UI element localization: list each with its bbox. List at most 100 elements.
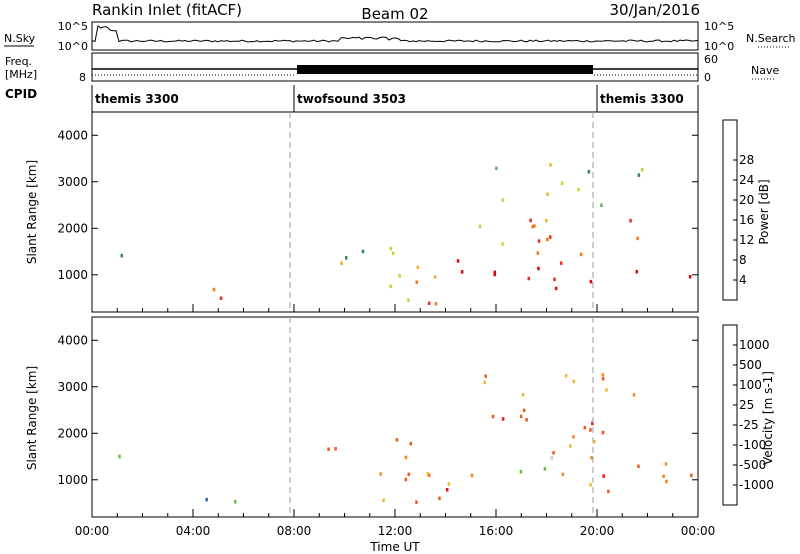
freq-label-line1: Freq. xyxy=(5,55,32,68)
power-colorbar: 4 8 12 16 20 24 28 xyxy=(722,119,754,301)
nsky-label: N.Sky xyxy=(4,32,36,45)
data-cell xyxy=(545,218,548,223)
nave-label: Nave xyxy=(751,64,779,77)
data-cell xyxy=(446,488,449,492)
data-cell xyxy=(493,272,496,277)
data-cell xyxy=(554,286,558,291)
data-cell xyxy=(427,473,431,477)
data-cell xyxy=(550,456,553,460)
data-cell xyxy=(409,441,412,446)
data-cell xyxy=(593,440,596,444)
colorbar-tick-label: -1000 xyxy=(739,478,774,492)
data-cell xyxy=(690,473,693,478)
data-cell xyxy=(600,203,603,207)
station-title: Rankin Inlet (fitACF) xyxy=(92,1,242,19)
colorbar-tick-label: 500 xyxy=(739,358,762,372)
y-tick-label: 3000 xyxy=(57,380,88,394)
data-cell xyxy=(327,447,330,451)
data-cell xyxy=(415,280,418,284)
nsky-tick-top: 10^5 xyxy=(58,20,88,33)
data-cell xyxy=(379,472,382,476)
data-cell xyxy=(572,379,576,384)
data-cell xyxy=(501,417,505,421)
x-tick-label: 12:00 xyxy=(378,524,413,538)
data-cell xyxy=(640,168,644,172)
data-cell xyxy=(629,219,632,223)
data-cell xyxy=(491,414,495,419)
data-cell xyxy=(529,218,532,223)
data-cell xyxy=(447,482,451,486)
data-cell xyxy=(416,265,420,270)
power-panel: 1000 2000 3000 4000 Slant Range [km] 4 8 12 16… xyxy=(25,111,771,313)
data-cell xyxy=(546,192,549,196)
colorbar-frame xyxy=(722,324,738,506)
y-tick-label: 3000 xyxy=(57,175,88,189)
data-cell xyxy=(531,224,534,229)
colorbar-tick-label: -500 xyxy=(739,458,766,472)
freq-label-line2: [MHz] xyxy=(5,68,37,81)
data-cell xyxy=(537,266,540,271)
data-cell xyxy=(334,447,337,451)
colorbar-tick-label: 28 xyxy=(739,153,754,167)
data-cell xyxy=(521,393,525,397)
data-cell xyxy=(470,473,474,478)
colorbar-tick-label: 25 xyxy=(739,398,754,412)
power-y-axis-label: Slant Range [km] xyxy=(25,160,39,264)
data-cell xyxy=(345,256,348,260)
freq-tick-bottom: 8 xyxy=(79,71,86,84)
data-cell xyxy=(583,425,587,430)
data-cell xyxy=(572,435,575,439)
data-cell xyxy=(665,479,668,484)
data-cell xyxy=(415,500,418,504)
x-tick-label: 16:00 xyxy=(479,524,514,538)
data-cell xyxy=(519,414,523,419)
data-cell xyxy=(395,438,399,442)
data-cell xyxy=(636,236,639,241)
data-cell xyxy=(427,301,431,305)
velocity-panel-frame xyxy=(91,316,699,518)
data-cell xyxy=(664,462,668,466)
data-cell xyxy=(601,377,605,381)
data-cell xyxy=(483,380,486,385)
nave-tick-bottom: 0 xyxy=(704,71,711,84)
velocity-y-ticks: 1000 2000 3000 4000 xyxy=(57,333,698,487)
nave-tick-top: 60 xyxy=(704,53,718,66)
velocity-colorbar-label: Velocity [m s-1] xyxy=(761,371,775,465)
data-cell xyxy=(120,253,123,258)
data-cell xyxy=(605,388,608,392)
data-cell xyxy=(543,467,547,471)
data-cell xyxy=(577,187,580,192)
data-cell xyxy=(493,270,497,275)
colorbar-tick-label: 100 xyxy=(739,378,762,392)
power-x-ticks xyxy=(91,304,699,312)
data-cell xyxy=(601,373,605,377)
data-cell xyxy=(456,259,460,263)
data-cell xyxy=(607,489,610,494)
nsky-tick-bottom: 10^0 xyxy=(58,40,88,53)
x-tick-label: 00:00 xyxy=(681,524,716,538)
data-cell xyxy=(219,296,223,300)
data-cell xyxy=(404,477,408,482)
data-cell xyxy=(553,277,556,282)
colorbar-tick-label: 4 xyxy=(739,273,747,287)
data-cell xyxy=(635,269,638,274)
velocity-y-axis-label: Slant Range [km] xyxy=(25,366,39,470)
velocity-data-cells xyxy=(118,373,693,504)
data-cell xyxy=(389,284,392,289)
cpid-segment: themis 3300 xyxy=(596,85,684,112)
data-cell xyxy=(501,198,504,202)
freq-strip: Freq. [MHz] 8 60 0 Nave xyxy=(5,52,779,84)
colorbar-tick-label: -100 xyxy=(739,438,766,452)
data-cell xyxy=(495,166,498,171)
cpid-segment-label: themis 3300 xyxy=(600,92,684,106)
y-tick-label: 4000 xyxy=(57,333,88,347)
data-cell xyxy=(404,455,408,460)
y-tick-label: 4000 xyxy=(57,128,88,142)
power-panel-frame xyxy=(91,111,699,313)
data-cell xyxy=(433,275,437,279)
velocity-colorbar: 1000 500 100 25 -25 -100 -500 -1000 xyxy=(722,324,774,506)
nsky-strip: N.Sky 10^5 10^0 10^5 10^0 N.Search xyxy=(4,20,796,53)
colorbar-tick-label: 16 xyxy=(739,213,754,227)
data-cell xyxy=(560,181,564,185)
data-cell xyxy=(536,251,540,255)
